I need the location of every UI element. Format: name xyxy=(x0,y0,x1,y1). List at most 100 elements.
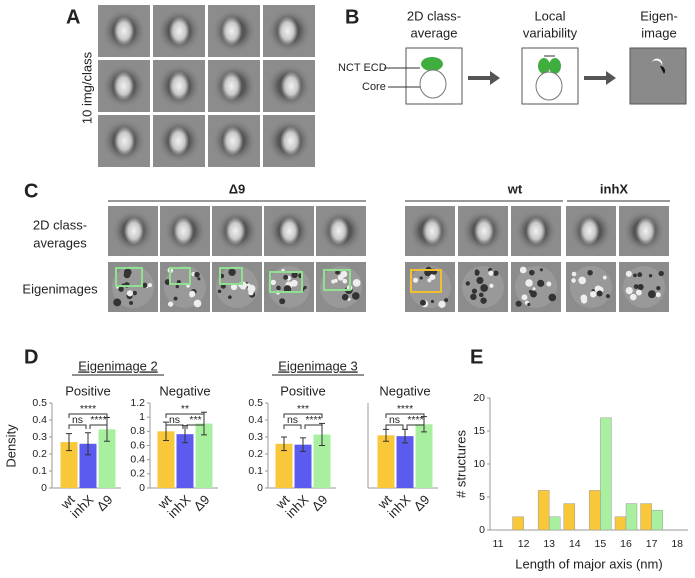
roi-box xyxy=(169,267,191,285)
x-tick-label: Δ9 xyxy=(94,492,116,514)
chart-subtitle: Positive xyxy=(65,383,111,398)
micrograph-particle xyxy=(173,217,194,245)
significance-bracket xyxy=(283,413,323,418)
x-tick-label: 11 xyxy=(493,538,504,550)
y-tick-label: 0 xyxy=(41,482,47,494)
bar xyxy=(512,516,524,531)
micrograph-particle xyxy=(113,16,135,46)
significance-label: **** xyxy=(80,403,96,415)
y-tick-label: 0.3 xyxy=(248,431,263,443)
y-axis-label: # structures xyxy=(453,430,468,498)
significance-label: ns xyxy=(389,414,400,426)
roi-box xyxy=(410,269,442,293)
chart-subtitle: Positive xyxy=(280,383,326,398)
eigenimage-speck xyxy=(142,282,148,288)
y-tick-label: 0.2 xyxy=(248,448,263,460)
x-tick-label: 17 xyxy=(646,538,658,550)
significance-label: **** xyxy=(407,414,423,426)
y-tick-label: 1.2 xyxy=(130,397,145,409)
panel-letter: E xyxy=(470,346,483,368)
step-label: 2D class- xyxy=(407,8,461,23)
eigenimage-speck xyxy=(635,289,642,296)
eigenimage-speck xyxy=(539,268,543,272)
y-tick-label: 0.5 xyxy=(248,397,263,409)
eigenimage-disc xyxy=(320,266,362,308)
bar xyxy=(600,417,612,531)
eigenimage-speck xyxy=(123,268,132,277)
eigenimage-speck xyxy=(335,270,339,275)
y-tick-label: 0 xyxy=(257,482,263,494)
bar xyxy=(537,490,550,531)
significance-label: **** xyxy=(397,403,413,415)
step-label: Local xyxy=(534,8,565,23)
y-tick-label: 10 xyxy=(473,458,485,470)
chart-subtitle: Negative xyxy=(379,383,430,398)
micrograph-particle xyxy=(221,71,242,101)
eigenimage-speck xyxy=(247,284,256,293)
eigenimage-speck xyxy=(430,299,435,304)
y-tick-label: 0.6 xyxy=(130,439,145,451)
eigenimage-speck xyxy=(283,285,292,293)
part-label: NCT ECD xyxy=(338,62,387,74)
eigenimage-speck xyxy=(303,285,307,290)
eigenimage-speck xyxy=(633,273,637,278)
eigenimage-speck xyxy=(118,286,124,292)
eigenimage-speck xyxy=(528,289,533,294)
eigenimage-speck xyxy=(489,283,494,288)
x-tick-label: Δ9 xyxy=(191,492,213,514)
micrograph-particle xyxy=(113,71,135,101)
eigenimage-speck xyxy=(230,283,238,291)
micrograph-particle xyxy=(123,217,144,245)
eigenimage-speck xyxy=(476,276,484,284)
eigenimage-speck xyxy=(521,294,528,301)
panel-letter: B xyxy=(345,6,359,28)
micrograph-particle xyxy=(280,71,302,101)
micrograph-particle xyxy=(525,217,546,245)
bar xyxy=(589,490,601,531)
error-bar xyxy=(402,428,408,444)
eigenimage-speck xyxy=(419,299,426,306)
micrograph-particle xyxy=(114,126,135,156)
panel-letter: C xyxy=(24,180,38,202)
y-tick-label: 0.3 xyxy=(32,431,47,443)
eigenimage-speck xyxy=(655,292,661,298)
micrograph-particle xyxy=(168,16,190,46)
eigenimage-speck xyxy=(342,278,348,284)
y-tick-label: 0.4 xyxy=(248,414,263,426)
significance-label: ns xyxy=(169,414,180,426)
row-label: averages xyxy=(33,235,87,250)
eigenimage-speck xyxy=(341,293,349,301)
eigenimage-speck xyxy=(637,283,644,291)
eigenimage-speck xyxy=(525,279,533,287)
eigenimage-speck xyxy=(605,294,610,299)
eigenimage-speck xyxy=(589,290,597,298)
chart-header: Eigenimage 3 xyxy=(278,358,358,373)
y-tick-label: 20 xyxy=(473,392,485,404)
bar xyxy=(651,509,663,531)
eigenimage-speck xyxy=(347,297,351,301)
eigenimage-speck xyxy=(465,281,471,286)
y-tick-label: 0 xyxy=(139,482,145,494)
eigenimage-speck xyxy=(637,272,643,278)
eigenimage-speck xyxy=(515,300,522,307)
eigenimage-speck xyxy=(537,279,545,287)
eigenimage-speck xyxy=(488,270,494,276)
error-bar xyxy=(383,428,389,442)
eigenimage-speck xyxy=(571,278,576,283)
eigenimage-speck xyxy=(291,271,298,279)
eigenimage-speck xyxy=(279,298,286,305)
bar xyxy=(60,442,78,488)
y-tick-label: 0.1 xyxy=(32,465,47,477)
eigenimage-speck xyxy=(471,288,478,294)
error-bar xyxy=(300,437,306,452)
y-axis-label: Density xyxy=(3,424,18,468)
eigenimage-speck xyxy=(480,284,488,292)
group-label: wt xyxy=(507,181,523,196)
eigenimage-speck xyxy=(647,290,656,299)
group-label: Δ9 xyxy=(229,181,246,196)
eigenimage-speck xyxy=(126,290,134,297)
eigenimage-speck xyxy=(147,283,153,288)
y-tick-label: 1 xyxy=(139,411,145,423)
significance-bracket xyxy=(186,424,205,429)
y-tick-label: 5 xyxy=(479,491,485,503)
